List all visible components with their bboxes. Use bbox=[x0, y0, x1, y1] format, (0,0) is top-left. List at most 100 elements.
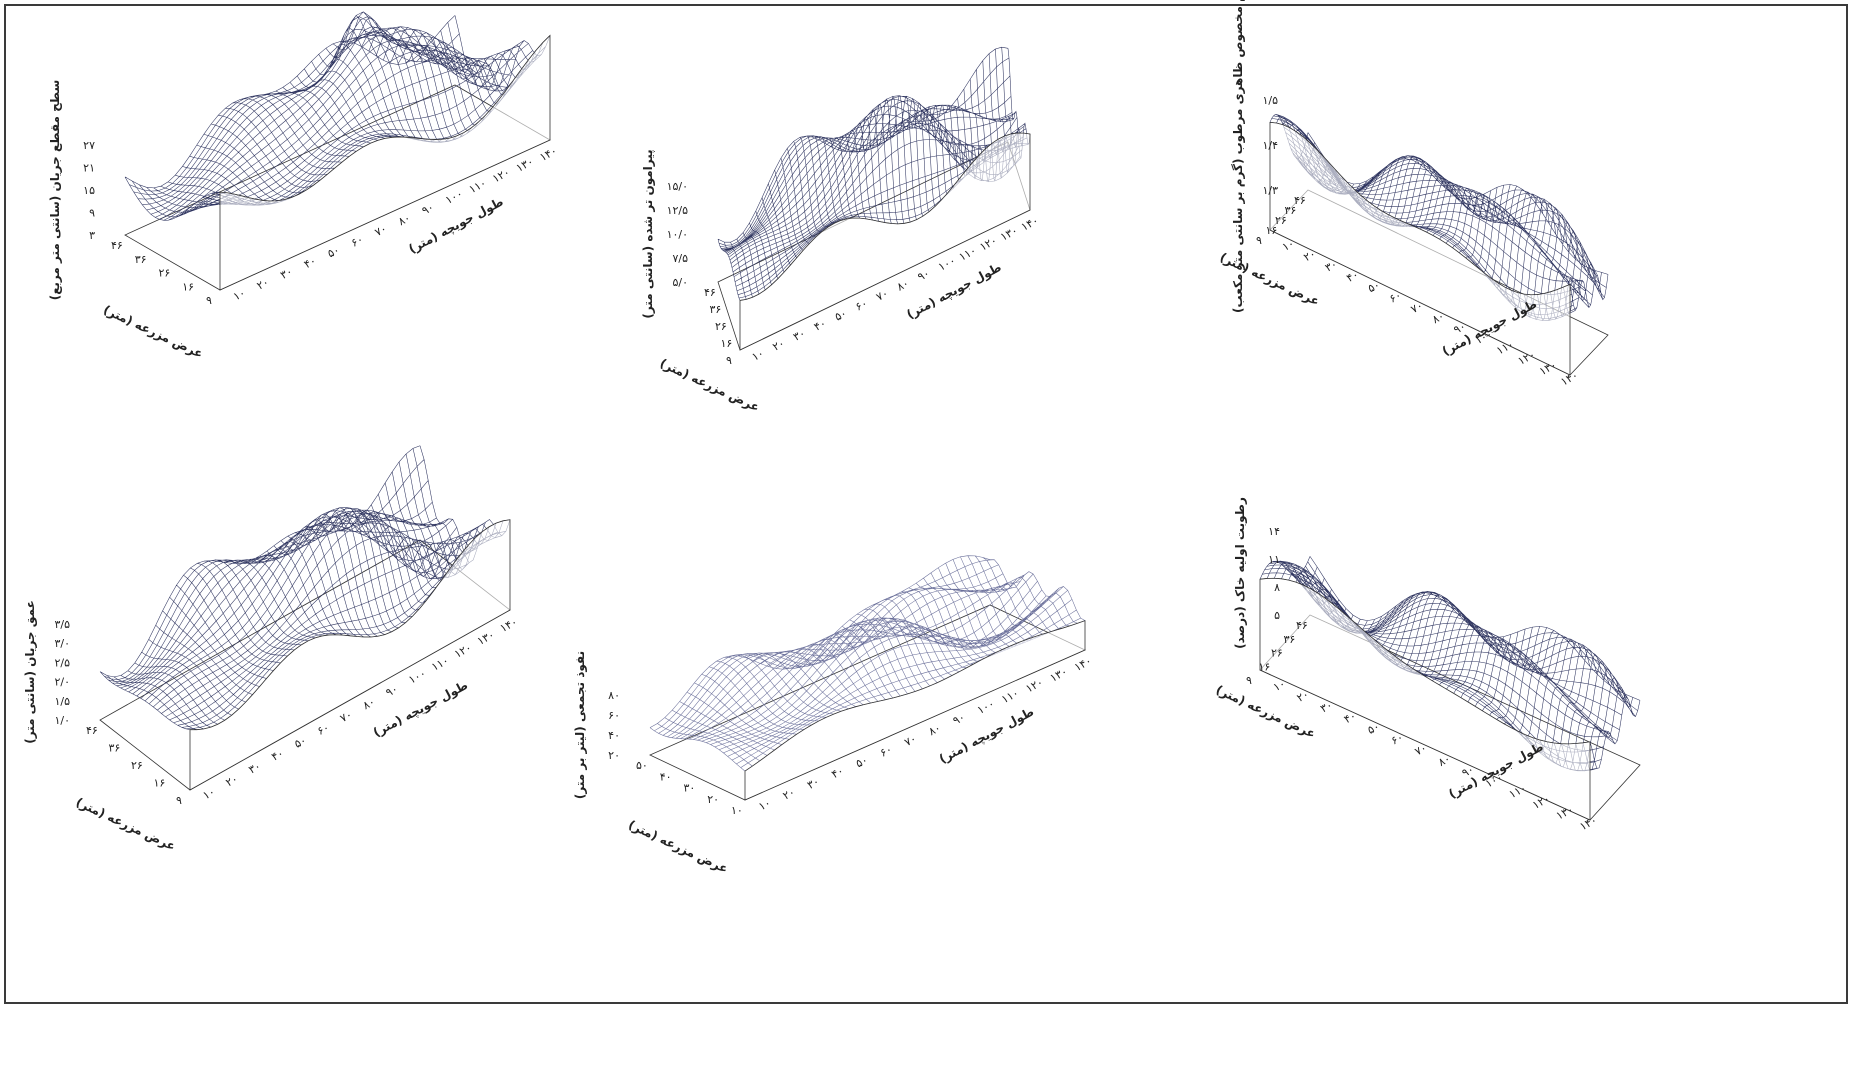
x-tick-label: ۱۳۰ bbox=[514, 155, 536, 175]
y-tick-label: ۱۶ bbox=[154, 777, 166, 790]
x-tick-label: ۲۰ bbox=[255, 276, 272, 293]
x-tick-label: ۸۰ bbox=[895, 277, 912, 294]
z-tick-label: ۵/۰ bbox=[672, 276, 688, 289]
x-tick-label: ۴۰ bbox=[812, 317, 829, 334]
y-tick-label: ۳۶ bbox=[1284, 633, 1296, 646]
z-axis-label: عمق جریان (سانتی متر) bbox=[23, 600, 37, 744]
z-tick-label: ۱۲/۵ bbox=[667, 204, 689, 217]
y-tick-label: ۲۶ bbox=[715, 320, 727, 333]
front-wall bbox=[744, 620, 1086, 801]
x-tick-label: ۱۰ bbox=[231, 286, 248, 303]
z-tick-label: ۱۰/۰ bbox=[667, 228, 688, 241]
z-tick-label: ۲/۵ bbox=[54, 656, 70, 669]
y-tick-label: ۴۶ bbox=[111, 239, 123, 252]
front-wall bbox=[219, 34, 551, 291]
y-tick-label: ۱۶ bbox=[1259, 660, 1271, 673]
x-tick-label: ۶۰ bbox=[315, 721, 332, 738]
y-tick-label: ۲۶ bbox=[1275, 214, 1287, 227]
x-tick-label: ۱۲۰ bbox=[452, 641, 474, 661]
z-tick-label: ۱۴ bbox=[1268, 525, 1280, 538]
x-tick-label: ۲۰ bbox=[1295, 688, 1312, 705]
x-tick-label: ۱۰ bbox=[1280, 237, 1297, 254]
surface-plot-svg: ۱۰۲۰۳۰۴۰۵۰۶۰۷۰۸۰۹۰۱۰۰۱۱۰۱۲۰۱۳۰۱۴۰۹۱۶۲۶۳۶… bbox=[48, 11, 560, 361]
x-tick-label: ۹۰ bbox=[1451, 320, 1468, 337]
x-tick-label: ۳۰ bbox=[1323, 258, 1340, 275]
x-tick-label: ۸۰ bbox=[926, 721, 943, 738]
z-tick-label: ۶۰ bbox=[608, 709, 620, 722]
x-tick-label: ۹۰ bbox=[951, 711, 968, 728]
y-tick-label: ۹ bbox=[206, 294, 212, 307]
x-tick-label: ۴۰ bbox=[302, 254, 319, 271]
surface-plot-6: ۱۰ ۲۰ ۳۰ ۴۰ ۵۰ ۶۰ ۷۰ ۸۰ ۹۰ ۱۰۰ ۱۱۰ ۱۲۰ ۱۳۰ ۱۴۰ ۹ ۱۶ ۲۶ ۳۶… bbox=[1214, 497, 1848, 1070]
y-tick-label: ۳۶ bbox=[109, 742, 121, 755]
z-tick-label: ۱/۴ bbox=[1262, 139, 1278, 152]
y-tick-label: ۴۶ bbox=[1296, 619, 1308, 632]
front-wall bbox=[1259, 577, 1591, 821]
y-tick-label: ۹ bbox=[1256, 234, 1262, 247]
x-tick-label: ۲۰ bbox=[224, 772, 241, 789]
x-tick-label: ۵۰ bbox=[292, 734, 309, 751]
x-tick-label: ۴۰ bbox=[269, 747, 286, 764]
z-axis-label: سطح مقطع جریان (سانتی متر مربع) bbox=[48, 80, 62, 301]
z-tick-label: ۱/۰ bbox=[54, 714, 70, 727]
x-tick-label: ۵۰ bbox=[325, 243, 342, 260]
z-tick-label: ۸۰ bbox=[608, 689, 620, 702]
y-tick-label: ۲۶ bbox=[1271, 647, 1283, 660]
y-tick-label: ۱۶ bbox=[182, 280, 194, 293]
z-tick-label: ۲۱ bbox=[83, 162, 95, 175]
x-tick-label: ۳۰ bbox=[278, 265, 295, 282]
x-tick-label: ۷۰ bbox=[874, 287, 891, 304]
z-axis-label: جرم مخصوص ظاهری مرطوب (گرم بر سانتی متر … bbox=[1231, 0, 1246, 313]
z-tick-label: ۱/۵ bbox=[54, 695, 70, 708]
y-tick-label: ۹ bbox=[176, 794, 182, 807]
x-tick-label: ۱۴۰ bbox=[1019, 214, 1041, 234]
x-tick-label: ۱۳۰ bbox=[475, 628, 497, 648]
x-tick-label: ۶۰ bbox=[1389, 731, 1406, 748]
x-tick-label: ۴۰ bbox=[1342, 709, 1359, 726]
z-tick-label: ۴۰ bbox=[608, 729, 620, 742]
z-tick-label: ۱/۳ bbox=[1262, 184, 1278, 197]
z-tick-label: ۷/۵ bbox=[672, 252, 688, 265]
surface-plot-4: ۱۰ ۲۰ ۳۰ ۴۰ ۵۰ ۶۰ ۷۰ ۸۰ ۹۰ ۱۰۰ ۱۱۰ ۱۲۰ ۱۳۰ ۱۴۰ ۹ ۱۶ ۲۶ ۳۶… bbox=[23, 445, 698, 1040]
x-tick-label: ۱۰۰ bbox=[406, 667, 428, 687]
x-tick-label: ۱۰۰ bbox=[936, 254, 958, 274]
x-tick-label: ۱۰ bbox=[756, 796, 773, 813]
x-tick-label: ۹۰ bbox=[420, 201, 437, 218]
x-tick-label: ۱۳۰ bbox=[1048, 665, 1070, 685]
x-tick-label: ۱۴۰ bbox=[1578, 813, 1600, 833]
x-tick-label: ۲۰ bbox=[770, 337, 787, 354]
x-tick-label: ۶۰ bbox=[1387, 289, 1404, 306]
x-tick-label: ۸۰ bbox=[1436, 752, 1453, 769]
x-tick-label: ۷۰ bbox=[338, 708, 355, 725]
x-tick-label: ۵۰ bbox=[854, 753, 871, 770]
y-tick-label: ۳۰ bbox=[684, 782, 696, 795]
z-tick-label: ۲/۰ bbox=[54, 676, 70, 689]
z-tick-label: ۲۰ bbox=[608, 749, 620, 762]
x-tick-label: ۱۳۰ bbox=[998, 224, 1020, 244]
surface-plot-2: ۱۰ ۲۰ ۳۰ ۴۰ ۵۰ ۶۰ ۷۰ ۸۰ ۹۰ ۱۰۰ ۱۱۰ ۱۲۰ ۱۳۰ ۱۴۰ ۹ ۱۶ ۲۶ ۳۶… bbox=[641, 46, 1318, 560]
z-tick-label: ۱۵/۰ bbox=[667, 180, 688, 193]
x-tick-label: ۱۱۰ bbox=[429, 654, 451, 674]
x-tick-label: ۶۰ bbox=[349, 233, 366, 250]
x-tick-label: ۱۰۰ bbox=[975, 697, 997, 717]
x-tick-label: ۱۰ bbox=[201, 785, 218, 802]
x-tick-label: ۵۰ bbox=[1365, 720, 1382, 737]
x-tick-label: ۱۴۰ bbox=[538, 144, 560, 164]
y-tick-label: ۹ bbox=[1246, 674, 1252, 687]
z-tick-label: ۱۵ bbox=[83, 184, 95, 197]
y-axis-label: عرض مزرعه (متر) bbox=[74, 795, 178, 853]
z-axis-label: پیرامون تر شده (سانتی متر) bbox=[641, 149, 656, 318]
x-tick-label: ۱۰ bbox=[1271, 677, 1288, 694]
x-tick-label: ۲۰ bbox=[1301, 247, 1318, 264]
x-tick-label: ۸۰ bbox=[396, 211, 413, 228]
x-tick-label: ۱۰ bbox=[750, 347, 767, 364]
x-tick-label: ۱۴۰ bbox=[1072, 654, 1094, 674]
x-tick-label: ۱۴۰ bbox=[1559, 369, 1581, 389]
x-tick-label: ۳۰ bbox=[246, 759, 263, 776]
x-tick-label: ۱۲۰ bbox=[490, 166, 512, 186]
x-tick-label: ۳۰ bbox=[805, 775, 822, 792]
x-tick-label: ۳۰ bbox=[1318, 698, 1335, 715]
surface-plot-svg: ۱۰۲۰۳۰۴۰۵۰۶۰۷۰۸۰۹۰۱۰۰۱۱۰۱۲۰۱۳۰۱۴۰۹۱۶۲۶۳۶… bbox=[641, 46, 1041, 414]
